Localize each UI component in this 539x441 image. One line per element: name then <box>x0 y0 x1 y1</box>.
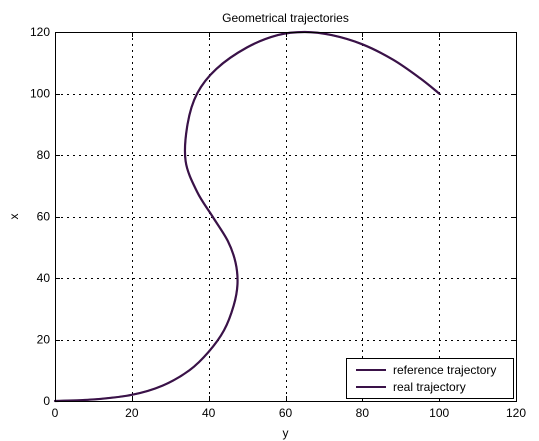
legend-label-real: real trajectory <box>393 380 466 394</box>
y-tick-label: 60 <box>37 210 51 224</box>
x-tick-label: 20 <box>125 406 139 420</box>
x-tick-label: 100 <box>429 406 449 420</box>
x-tick-label: 0 <box>52 406 59 420</box>
y-tick-label: 0 <box>43 394 50 408</box>
y-tick-label: 80 <box>37 148 51 162</box>
legend-box <box>346 358 514 399</box>
x-tick-label: 80 <box>356 406 370 420</box>
y-axis-label: x <box>7 214 21 220</box>
legend: reference trajectory real trajectory <box>346 358 514 399</box>
y-tick-label: 100 <box>30 87 50 101</box>
chart-title: Geometrical trajectories <box>222 11 349 25</box>
series-line-real-trajectory <box>54 31 440 402</box>
x-axis-label: y <box>283 426 289 440</box>
x-tick-label: 120 <box>506 406 526 420</box>
plot-area <box>55 32 516 401</box>
y-tick-label: 40 <box>37 271 51 285</box>
y-tick-labels: 0 20 40 60 80 100 120 <box>30 25 50 408</box>
series-layer <box>53 30 441 403</box>
y-tick-label: 120 <box>30 25 50 39</box>
legend-label-reference: reference trajectory <box>393 363 496 377</box>
ticks <box>55 32 517 402</box>
y-tick-label: 20 <box>37 333 51 347</box>
x-tick-label: 60 <box>279 406 293 420</box>
x-tick-labels: 0 20 40 60 80 100 120 <box>52 406 527 420</box>
x-tick-label: 40 <box>202 406 216 420</box>
